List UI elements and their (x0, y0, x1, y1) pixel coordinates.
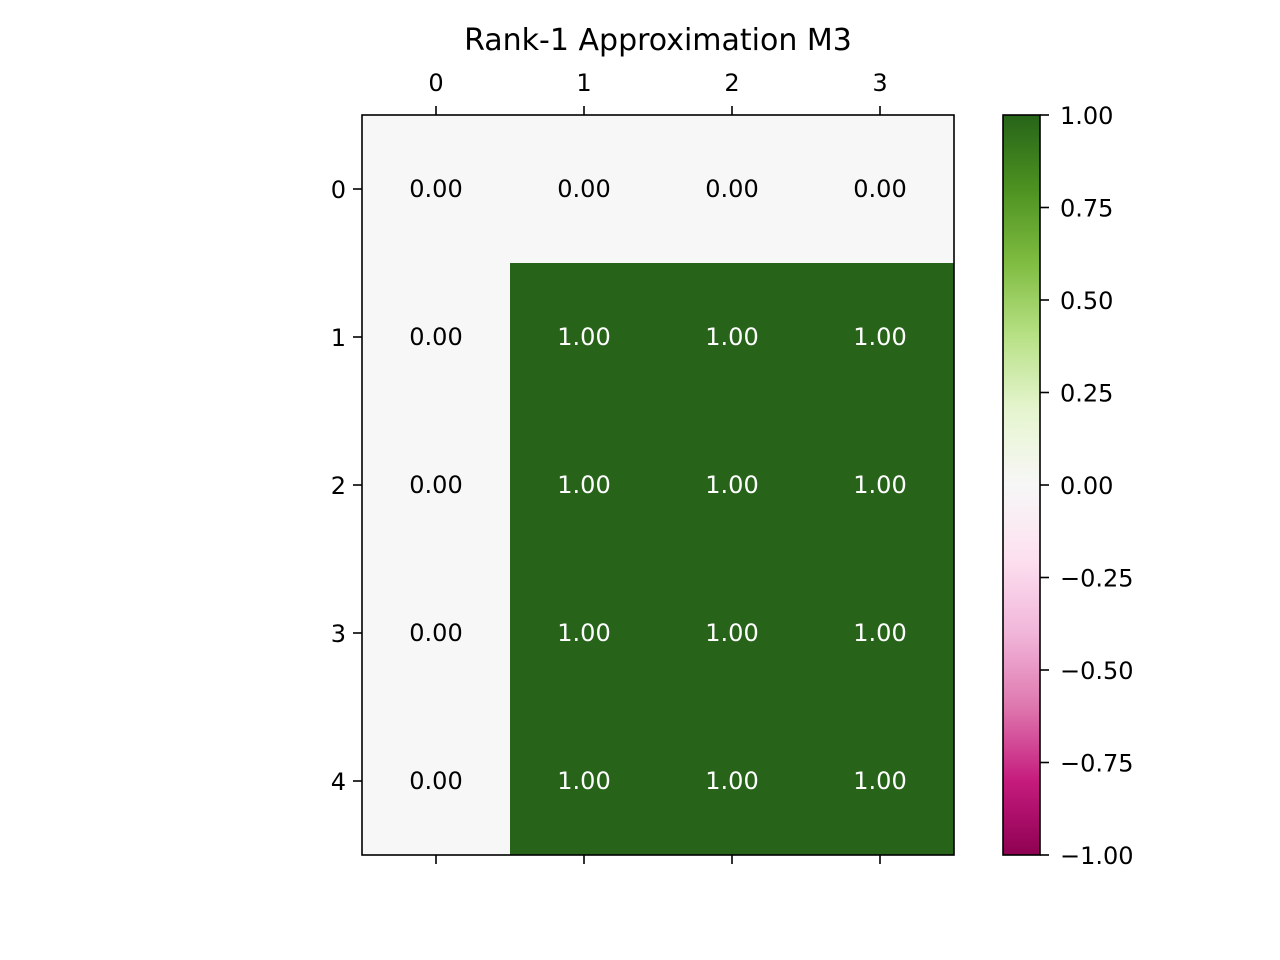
y-axis-ticks: 0 1 2 3 4 (331, 176, 362, 796)
colorbar-tick-label-5: −0.25 (1060, 565, 1134, 593)
x-axis-ticks: 0 1 2 3 (428, 69, 888, 864)
colorbar-tick-label-8: −1.00 (1060, 842, 1134, 870)
heatmap-cell-r4-c3 (806, 707, 955, 856)
cell-label-r1-c0: 0.00 (409, 323, 462, 351)
cell-label-r4-c2: 1.00 (705, 767, 758, 795)
heatmap-cell-r1-c2 (658, 263, 807, 412)
cell-label-r0-c0: 0.00 (409, 175, 462, 203)
heatmap-cell-r3-c0 (362, 559, 511, 708)
heatmap-cell-r4-c0 (362, 707, 511, 856)
x-tick-label-3: 3 (872, 69, 887, 97)
heatmap-cell-r0-c2 (658, 115, 807, 264)
colorbar: 1.00 0.75 0.50 0.25 0.00 −0.25 −0.50 −0.75 −1.00 (1002, 102, 1134, 870)
cell-label-r4-c3: 1.00 (853, 767, 906, 795)
colorbar-tick-label-6: −0.50 (1060, 657, 1134, 685)
x-tick-label-2: 2 (724, 69, 739, 97)
heatmap-cell-r1-c1 (510, 263, 659, 412)
cell-label-r3-c0: 0.00 (409, 619, 462, 647)
heatmap-cell-r1-c0 (362, 263, 511, 412)
colorbar-tick-label-3: 0.25 (1060, 380, 1113, 408)
heatmap-cell-r2-c3 (806, 411, 955, 560)
heatmap-cell-r2-c2 (658, 411, 807, 560)
cell-label-r2-c0: 0.00 (409, 471, 462, 499)
cell-label-r4-c1: 1.00 (557, 767, 610, 795)
cell-label-r2-c3: 1.00 (853, 471, 906, 499)
cell-label-r3-c1: 1.00 (557, 619, 610, 647)
heatmap-cell-r0-c0 (362, 115, 511, 264)
cell-label-r1-c2: 1.00 (705, 323, 758, 351)
cell-label-r0-c2: 0.00 (705, 175, 758, 203)
x-tick-label-0: 0 (428, 69, 443, 97)
heatmap-cell-r2-c0 (362, 411, 511, 560)
colorbar-tick-label-7: −0.75 (1060, 750, 1134, 778)
heatmap-cell-r3-c3 (806, 559, 955, 708)
chart-title: Rank-1 Approximation M3 (464, 23, 852, 58)
y-tick-label-4: 4 (331, 768, 346, 796)
colorbar-tick-label-2: 0.50 (1060, 287, 1113, 315)
cell-label-r0-c1: 0.00 (557, 175, 610, 203)
cell-label-r1-c1: 1.00 (557, 323, 610, 351)
x-tick-label-1: 1 (576, 69, 591, 97)
heatmap-cell-r4-c2 (658, 707, 807, 856)
colorbar-tick-label-1: 0.75 (1060, 195, 1113, 223)
colorbar-tick-label-0: 1.00 (1060, 102, 1113, 130)
heatmap-cell-r0-c1 (510, 115, 659, 264)
cell-label-r0-c3: 0.00 (853, 175, 906, 203)
colorbar-tick-label-4: 0.00 (1060, 472, 1113, 500)
heatmap-cell-r3-c1 (510, 559, 659, 708)
heatmap-cell-r2-c1 (510, 411, 659, 560)
heatmap-cells (362, 115, 955, 856)
heatmap-cell-r0-c3 (806, 115, 955, 264)
cell-label-r3-c2: 1.00 (705, 619, 758, 647)
y-tick-label-1: 1 (331, 324, 346, 352)
y-tick-label-2: 2 (331, 472, 346, 500)
heatmap-cell-r4-c1 (510, 707, 659, 856)
y-tick-label-3: 3 (331, 620, 346, 648)
cell-label-r4-c0: 0.00 (409, 767, 462, 795)
cell-label-r1-c3: 1.00 (853, 323, 906, 351)
cell-label-r2-c2: 1.00 (705, 471, 758, 499)
cell-label-r2-c1: 1.00 (557, 471, 610, 499)
colorbar-gradient (1003, 115, 1040, 855)
heatmap-cell-r1-c3 (806, 263, 955, 412)
heatmap-cell-labels: 0.00 0.00 0.00 0.00 0.00 1.00 1.00 1.00 0.00 1.00… (409, 175, 906, 795)
y-tick-label-0: 0 (331, 176, 346, 204)
heatmap-cell-r3-c2 (658, 559, 807, 708)
cell-label-r3-c3: 1.00 (853, 619, 906, 647)
